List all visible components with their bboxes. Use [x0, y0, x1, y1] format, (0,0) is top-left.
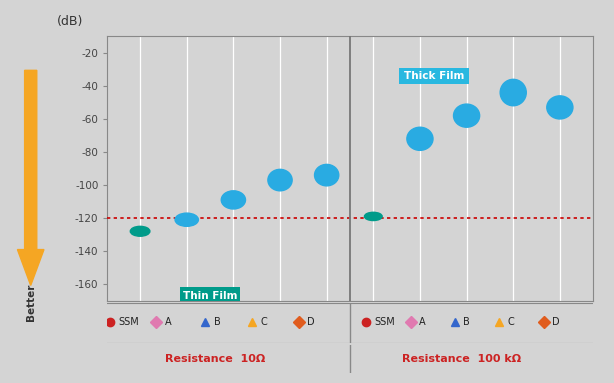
Ellipse shape	[221, 191, 246, 209]
FancyArrow shape	[17, 70, 44, 285]
Text: A: A	[419, 317, 426, 327]
FancyBboxPatch shape	[180, 287, 240, 304]
Text: (dB): (dB)	[56, 15, 83, 28]
Text: Thin Film: Thin Film	[183, 291, 237, 301]
Text: Resistance  10Ω: Resistance 10Ω	[165, 354, 265, 364]
Text: SSM: SSM	[375, 317, 395, 327]
Ellipse shape	[268, 169, 292, 191]
Text: Resistance  100 kΩ: Resistance 100 kΩ	[402, 354, 521, 364]
Ellipse shape	[314, 164, 339, 186]
Text: B: B	[464, 317, 470, 327]
Text: C: C	[260, 317, 267, 327]
Text: C: C	[508, 317, 515, 327]
Ellipse shape	[365, 212, 382, 221]
FancyBboxPatch shape	[399, 68, 469, 84]
Text: SSM: SSM	[118, 317, 139, 327]
Ellipse shape	[407, 127, 433, 151]
Text: B: B	[214, 317, 220, 327]
Text: Better: Better	[26, 284, 36, 321]
Ellipse shape	[454, 104, 480, 127]
Text: A: A	[165, 317, 171, 327]
Ellipse shape	[175, 213, 198, 226]
Ellipse shape	[547, 96, 573, 119]
Text: D: D	[552, 317, 559, 327]
Ellipse shape	[500, 79, 526, 106]
Ellipse shape	[130, 226, 150, 236]
Text: Thick Film: Thick Film	[404, 71, 464, 81]
Text: D: D	[307, 317, 315, 327]
